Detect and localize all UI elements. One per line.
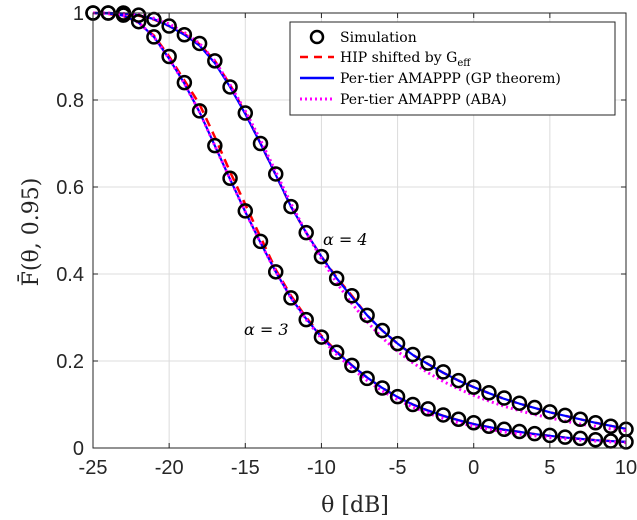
simulation-point-alpha-3-10 — [237, 203, 254, 219]
simulation-point-alpha-4-3 — [130, 7, 147, 23]
simulation-point-alpha-3-4 — [146, 29, 162, 45]
simulation-point-alpha-3-19 — [374, 380, 391, 396]
series-layer — [85, 5, 634, 450]
simulation-point-alpha-4-20 — [389, 335, 406, 352]
simulation-point-alpha-3-29 — [526, 425, 543, 442]
simulation-point-alpha-4-30 — [542, 404, 558, 420]
simulation-point-alpha-3-14 — [298, 311, 314, 328]
simulation-point-alpha-4-29 — [526, 399, 543, 416]
simulation-point-alpha-3-16 — [328, 344, 345, 361]
simulation-point-alpha-3-17 — [344, 357, 360, 374]
simulation-point-alpha-3-26 — [481, 418, 497, 434]
legend: Simulation HIP shifted by Geff Per-tier … — [289, 21, 616, 116]
simulation-point-alpha-4-31 — [557, 407, 573, 424]
simulation-point-alpha-3-7 — [191, 103, 208, 119]
annotation-alpha-4: α = 4 — [323, 230, 368, 249]
x-tick-label-5: 0 — [468, 457, 479, 479]
simulation-point-alpha-4-5 — [161, 18, 177, 34]
simulation-point-alpha-4-26 — [481, 385, 497, 401]
simulation-point-alpha-3-32 — [572, 430, 589, 447]
annotation-alpha-3: α = 3 — [244, 320, 289, 339]
simulation-point-alpha-3-33 — [587, 431, 604, 448]
legend-label-aba: Per-tier AMAPPP (ABA) — [340, 92, 507, 108]
y-tick-label-3: 0.6 — [56, 177, 84, 199]
simulation-point-alpha-3-28 — [511, 423, 528, 440]
x-tick-label-7: 10 — [615, 457, 637, 479]
simulation-point-alpha-4-24 — [450, 372, 467, 389]
simulation-point-alpha-4-27 — [496, 390, 512, 406]
simulation-point-alpha-4-15 — [313, 248, 330, 265]
x-tick-label-0: -25 — [79, 457, 108, 479]
simulation-point-alpha-4-13 — [283, 198, 299, 215]
gp-line-alpha-3 — [92, 11, 627, 444]
simulation-point-alpha-4-9 — [222, 79, 238, 95]
simulation-point-alpha-4-22 — [420, 355, 436, 371]
legend-label-hip-sub: eff — [457, 58, 471, 69]
simulation-point-alpha-3-12 — [267, 264, 284, 280]
simulation-point-alpha-3-8 — [207, 137, 223, 154]
simulation-point-alpha-3-20 — [389, 388, 406, 405]
legend-label-hip-main: HIP shifted by G — [340, 50, 457, 66]
simulation-point-alpha-3-2 — [115, 7, 132, 23]
y-tick-label-2: 0.4 — [56, 264, 84, 286]
y-axis-title: F̄(θ, 0.95) — [17, 178, 44, 287]
simulation-point-alpha-3-6 — [176, 74, 193, 91]
legend-label-hip: HIP shifted by Geff — [340, 50, 471, 69]
x-tick-label-6: 5 — [544, 457, 555, 479]
y-tick-label-1: 0.2 — [56, 351, 84, 373]
simulation-point-alpha-4-16 — [328, 270, 345, 287]
axes — [92, 12, 627, 449]
simulation-point-alpha-4-17 — [344, 288, 360, 304]
simulation-point-alpha-3-23 — [435, 407, 452, 423]
y-tick-label-0: 0 — [73, 438, 84, 460]
simulation-point-alpha-3-5 — [161, 48, 177, 65]
simulation-point-alpha-4-23 — [435, 364, 452, 380]
simulation-point-alpha-4-28 — [511, 395, 528, 411]
simulation-point-alpha-3-9 — [222, 170, 238, 187]
simulation-point-alpha-4-8 — [207, 53, 223, 69]
simulation-point-alpha-4-33 — [587, 415, 604, 431]
simulation-point-alpha-3-25 — [465, 415, 482, 431]
simulation-point-alpha-3-11 — [252, 233, 269, 250]
legend-label-simulation: Simulation — [340, 30, 417, 46]
aba-line-alpha-3 — [92, 11, 627, 445]
simulation-point-alpha-3-27 — [496, 421, 512, 438]
x-tick-label-2: -15 — [231, 457, 260, 479]
y-tick-label-5: 1 — [73, 3, 84, 25]
x-tick-label-1: -20 — [155, 457, 184, 479]
simulation-point-alpha-3-3 — [130, 13, 147, 30]
x-tick-label-4: -5 — [389, 457, 407, 479]
tick-labels: -25 -20 -15 -10 -5 0 5 10 0 0.2 0.4 0.6 0.8 1 — [56, 3, 637, 479]
simulation-point-alpha-4-21 — [405, 346, 421, 363]
simulation-point-alpha-3-21 — [405, 396, 421, 413]
legend-marker-simulation — [309, 29, 325, 45]
simulation-point-alpha-3-31 — [557, 429, 573, 445]
y-tick-label-4: 0.8 — [56, 90, 84, 112]
simulation-point-alpha-4-32 — [572, 411, 589, 428]
x-axis-title: θ [dB] — [321, 493, 389, 518]
simulation-point-alpha-3-30 — [542, 427, 558, 444]
axes-frame — [92, 12, 627, 449]
x-tick-label-3: -10 — [307, 457, 336, 479]
legend-box — [289, 21, 616, 116]
gp-line-alpha-4 — [93, 11, 627, 430]
simulation-point-alpha-4-25 — [465, 379, 482, 395]
simulation-point-alpha-3-13 — [283, 290, 299, 306]
legend-label-gp: Per-tier AMAPPP (GP theorem) — [340, 71, 561, 87]
simulation-point-alpha-4-11 — [252, 135, 269, 152]
simulation-point-alpha-4-10 — [237, 105, 254, 121]
simulation-point-alpha-4-7 — [191, 35, 208, 52]
simulation-point-alpha-4-18 — [359, 307, 375, 324]
simulation-point-alpha-3-24 — [450, 411, 467, 428]
simulation-point-alpha-4-14 — [298, 224, 314, 241]
simulation-point-alpha-3-22 — [420, 401, 436, 417]
simulation-point-alpha-3-15 — [313, 329, 330, 345]
simulation-point-alpha-4-6 — [176, 27, 193, 43]
simulation-point-alpha-4-34 — [603, 418, 619, 434]
simulation-point-alpha-3-18 — [359, 370, 375, 387]
simulation-point-alpha-4-12 — [267, 166, 284, 182]
simulation-point-alpha-4-19 — [374, 322, 391, 339]
